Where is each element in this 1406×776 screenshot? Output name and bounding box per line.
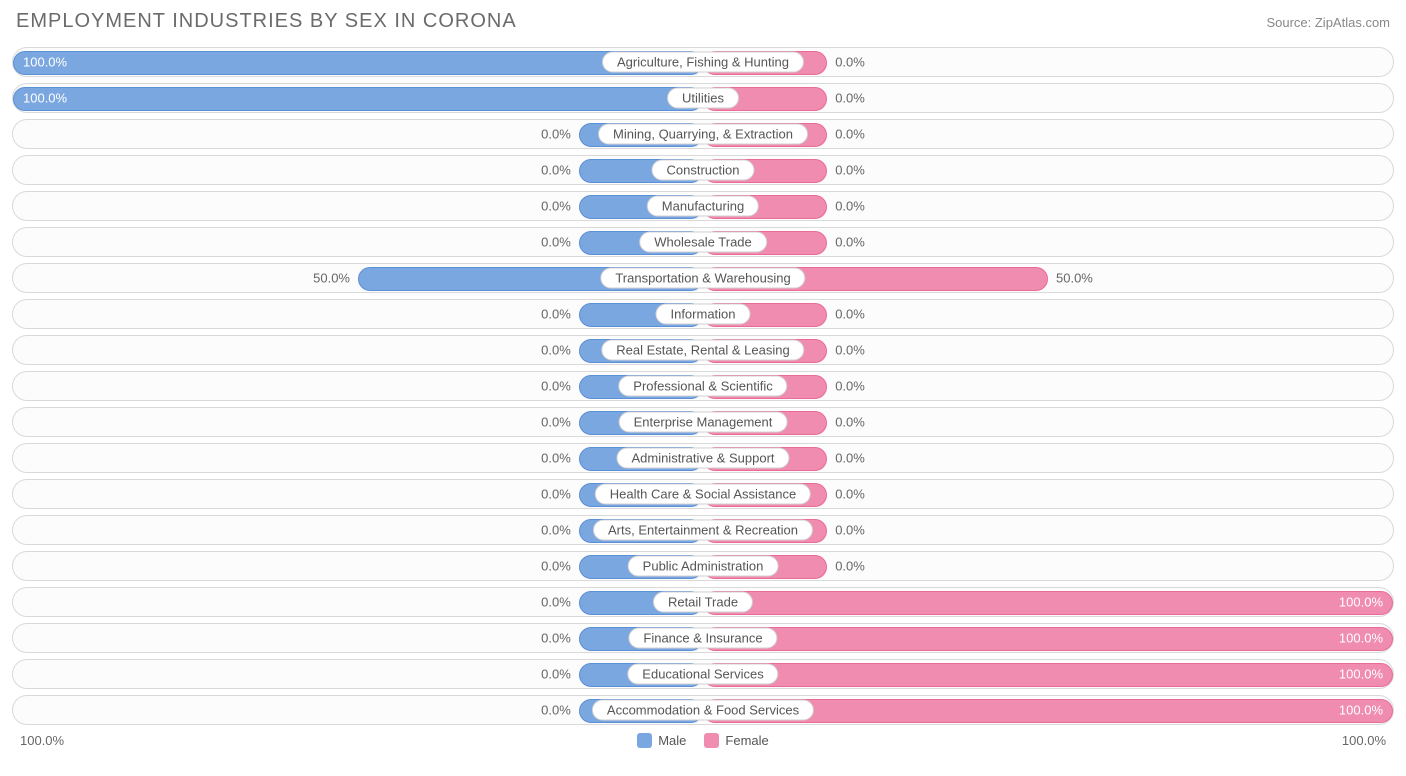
legend-item: Female bbox=[704, 733, 768, 748]
chart-row: 0.0% 100.0% Educational Services bbox=[12, 659, 1394, 689]
female-value: 0.0% bbox=[835, 235, 865, 250]
female-value: 0.0% bbox=[835, 163, 865, 178]
legend: Male Female bbox=[64, 733, 1342, 748]
male-bar bbox=[13, 87, 703, 111]
male-value: 0.0% bbox=[541, 343, 571, 358]
male-value: 0.0% bbox=[541, 703, 571, 718]
category-label: Information bbox=[655, 304, 750, 325]
female-value: 0.0% bbox=[835, 307, 865, 322]
chart-source: Source: ZipAtlas.com bbox=[1266, 15, 1390, 30]
category-label: Administrative & Support bbox=[616, 448, 789, 469]
male-value: 0.0% bbox=[541, 415, 571, 430]
male-value: 50.0% bbox=[313, 271, 350, 286]
female-value: 0.0% bbox=[835, 487, 865, 502]
legend-item: Male bbox=[637, 733, 686, 748]
male-value: 0.0% bbox=[541, 235, 571, 250]
female-bar bbox=[703, 627, 1393, 651]
chart-row: 0.0% 0.0% Information bbox=[12, 299, 1394, 329]
male-value: 0.0% bbox=[541, 379, 571, 394]
category-label: Arts, Entertainment & Recreation bbox=[593, 520, 813, 541]
male-value: 0.0% bbox=[541, 523, 571, 538]
chart-row: 0.0% 0.0% Mining, Quarrying, & Extraction bbox=[12, 119, 1394, 149]
category-label: Construction bbox=[652, 160, 755, 181]
female-bar bbox=[703, 591, 1393, 615]
category-label: Transportation & Warehousing bbox=[600, 268, 805, 289]
category-label: Educational Services bbox=[627, 664, 778, 685]
category-label: Mining, Quarrying, & Extraction bbox=[598, 124, 808, 145]
chart-title: EMPLOYMENT INDUSTRIES BY SEX IN CORONA bbox=[16, 10, 517, 33]
category-label: Health Care & Social Assistance bbox=[595, 484, 811, 505]
female-value: 0.0% bbox=[835, 415, 865, 430]
male-value: 0.0% bbox=[541, 487, 571, 502]
category-label: Utilities bbox=[667, 88, 739, 109]
female-value: 0.0% bbox=[835, 523, 865, 538]
chart-row: 0.0% 100.0% Finance & Insurance bbox=[12, 623, 1394, 653]
female-value: 0.0% bbox=[835, 559, 865, 574]
category-label: Public Administration bbox=[628, 556, 779, 577]
female-value: 0.0% bbox=[835, 91, 865, 106]
category-label: Finance & Insurance bbox=[628, 628, 777, 649]
male-value: 0.0% bbox=[541, 667, 571, 682]
chart-row: 0.0% 0.0% Professional & Scientific bbox=[12, 371, 1394, 401]
chart-row: 0.0% 0.0% Administrative & Support bbox=[12, 443, 1394, 473]
category-label: Real Estate, Rental & Leasing bbox=[601, 340, 804, 361]
category-label: Accommodation & Food Services bbox=[592, 700, 814, 721]
chart-row: 100.0% 0.0% Agriculture, Fishing & Hunting bbox=[12, 47, 1394, 77]
category-label: Manufacturing bbox=[647, 196, 759, 217]
male-value: 0.0% bbox=[541, 127, 571, 142]
female-value: 0.0% bbox=[835, 379, 865, 394]
female-value: 0.0% bbox=[835, 199, 865, 214]
category-label: Retail Trade bbox=[653, 592, 753, 613]
legend-swatch bbox=[637, 733, 652, 748]
legend-label: Female bbox=[725, 733, 768, 748]
female-bar bbox=[703, 663, 1393, 687]
category-label: Enterprise Management bbox=[619, 412, 788, 433]
male-value: 0.0% bbox=[541, 199, 571, 214]
chart-row: 0.0% 0.0% Arts, Entertainment & Recreation bbox=[12, 515, 1394, 545]
category-label: Agriculture, Fishing & Hunting bbox=[602, 52, 804, 73]
male-value: 0.0% bbox=[541, 307, 571, 322]
chart-footer: 100.0% Male Female 100.0% bbox=[12, 733, 1394, 748]
axis-label-left: 100.0% bbox=[20, 733, 64, 748]
male-value: 100.0% bbox=[23, 91, 67, 106]
diverging-bar-chart: 100.0% 0.0% Agriculture, Fishing & Hunting… bbox=[12, 47, 1394, 725]
female-value: 0.0% bbox=[835, 451, 865, 466]
chart-row: 0.0% 100.0% Accommodation & Food Services bbox=[12, 695, 1394, 725]
category-label: Wholesale Trade bbox=[639, 232, 767, 253]
female-value: 100.0% bbox=[1339, 667, 1383, 682]
female-value: 100.0% bbox=[1339, 595, 1383, 610]
male-value: 100.0% bbox=[23, 55, 67, 70]
legend-label: Male bbox=[658, 733, 686, 748]
chart-row: 50.0% 50.0% Transportation & Warehousing bbox=[12, 263, 1394, 293]
female-value: 0.0% bbox=[835, 127, 865, 142]
male-value: 0.0% bbox=[541, 631, 571, 646]
chart-row: 0.0% 0.0% Public Administration bbox=[12, 551, 1394, 581]
female-value: 100.0% bbox=[1339, 631, 1383, 646]
male-value: 0.0% bbox=[541, 451, 571, 466]
chart-row: 0.0% 0.0% Manufacturing bbox=[12, 191, 1394, 221]
male-bar bbox=[13, 51, 703, 75]
female-value: 50.0% bbox=[1056, 271, 1093, 286]
chart-row: 100.0% 0.0% Utilities bbox=[12, 83, 1394, 113]
female-value: 0.0% bbox=[835, 55, 865, 70]
female-value: 0.0% bbox=[835, 343, 865, 358]
chart-header: EMPLOYMENT INDUSTRIES BY SEX IN CORONA S… bbox=[12, 10, 1394, 33]
chart-row: 0.0% 0.0% Enterprise Management bbox=[12, 407, 1394, 437]
chart-row: 0.0% 0.0% Wholesale Trade bbox=[12, 227, 1394, 257]
legend-swatch bbox=[704, 733, 719, 748]
chart-row: 0.0% 100.0% Retail Trade bbox=[12, 587, 1394, 617]
male-value: 0.0% bbox=[541, 163, 571, 178]
male-value: 0.0% bbox=[541, 595, 571, 610]
chart-row: 0.0% 0.0% Construction bbox=[12, 155, 1394, 185]
category-label: Professional & Scientific bbox=[618, 376, 787, 397]
female-value: 100.0% bbox=[1339, 703, 1383, 718]
chart-row: 0.0% 0.0% Real Estate, Rental & Leasing bbox=[12, 335, 1394, 365]
chart-row: 0.0% 0.0% Health Care & Social Assistance bbox=[12, 479, 1394, 509]
axis-label-right: 100.0% bbox=[1342, 733, 1386, 748]
male-value: 0.0% bbox=[541, 559, 571, 574]
